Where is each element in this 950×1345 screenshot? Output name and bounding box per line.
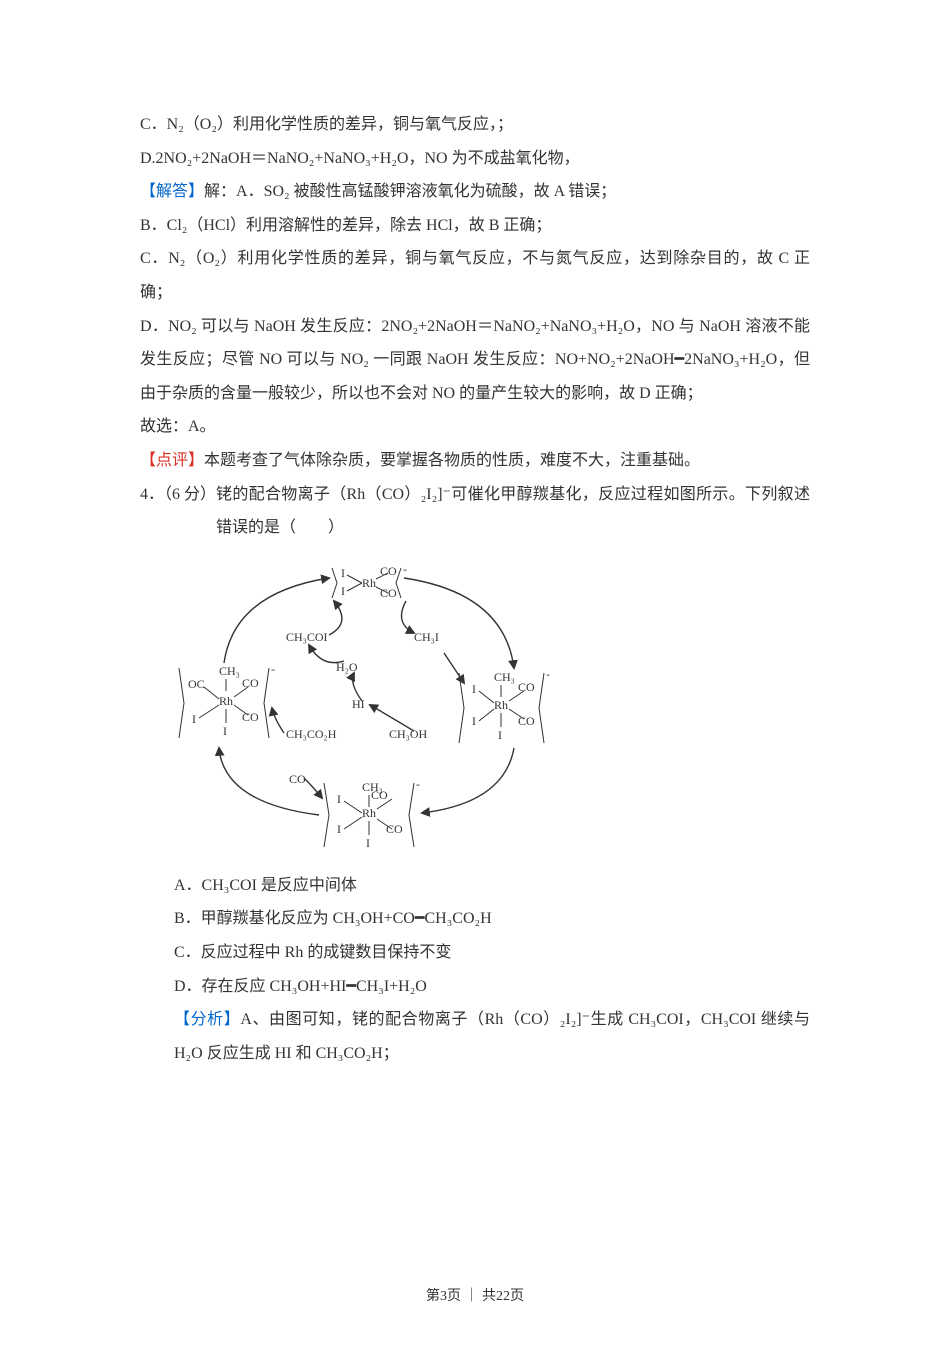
svg-text:Rh: Rh: [494, 698, 508, 712]
dianping-text: 本题考查了气体除杂质，要掌握各物质的性质，难度不大，注重基础。: [204, 452, 700, 469]
page-footer: 第3页 ｜ 共22页: [0, 1285, 950, 1305]
dianping-line: 【点评】本题考查了气体除杂质，要掌握各物质的性质，难度不大，注重基础。: [140, 444, 810, 478]
line-d2: D．NO₂ 可以与 NaOH 发生反应：2NO₂+2NaOH＝NaNO₂+NaN…: [140, 310, 810, 411]
svg-text:CH₃: CH₃: [494, 670, 515, 684]
lbl-co: CO: [289, 772, 306, 786]
svg-text:CO: CO: [242, 676, 259, 690]
svg-text:I: I: [192, 712, 196, 726]
svg-text:Rh: Rh: [219, 694, 233, 708]
svg-text:I: I: [498, 728, 502, 742]
q4-text: 铑的配合物离子（Rh（CO）₂I₂]⁻可催化甲醇羰基化，反应过程如图所示。下列叙…: [216, 478, 810, 545]
question-4: 4．（6 分） 铑的配合物离子（Rh（CO）₂I₂]⁻可催化甲醇羰基化，反应过程…: [140, 478, 810, 545]
lbl-ch3i: CH₃I: [414, 630, 439, 644]
svg-text:CO: CO: [518, 714, 535, 728]
jieda-text: 解：A．SO₂ 被酸性高锰酸钾溶液氧化为硫酸，故 A 错误；: [204, 183, 616, 200]
svg-text:CO: CO: [386, 822, 403, 836]
line-ans: 故选：A。: [140, 410, 810, 444]
svg-text:CO: CO: [380, 586, 397, 600]
svg-text:OC: OC: [188, 677, 205, 691]
line-c: C．N₂（O₂）利用化学性质的差异，铜与氧气反应，；: [140, 108, 810, 142]
line-d: D.2NO₂+2NaOH＝NaNO₂+NaNO₃+H₂O，NO 为不成盐氧化物，: [140, 142, 810, 176]
complex-top: I I Rh CO CO -: [332, 562, 407, 600]
lbl-ch3oh: CH₃OH: [389, 727, 428, 741]
svg-text:I: I: [223, 724, 227, 738]
svg-text:Rh: Rh: [362, 576, 376, 590]
q4-number: 4．（6 分）: [140, 478, 216, 545]
svg-text:I: I: [337, 792, 341, 806]
svg-text:CO: CO: [380, 564, 397, 578]
fenxi-text: A、由图可知，铑的配合物离子（Rh（CO）₂I₂]⁻生成 CH₃COI，CH₃C…: [174, 1011, 810, 1062]
svg-text:CO: CO: [242, 710, 259, 724]
svg-text:CH₃: CH₃: [219, 664, 240, 678]
svg-text:-: -: [416, 777, 420, 791]
svg-text:Rh: Rh: [362, 806, 376, 820]
jieda-tag: 【解答】: [140, 183, 204, 200]
dianping-tag: 【点评】: [140, 452, 204, 469]
svg-text:I: I: [366, 836, 370, 850]
option-b: B．甲醇羰基化反应为 CH₃OH+CO━CH₃CO₂H: [140, 902, 810, 936]
fenxi-tag: 【分析】: [174, 1011, 240, 1028]
line-b2: B．Cl₂（HCl）利用溶解性的差异，除去 HCl，故 B 正确；: [140, 209, 810, 243]
lbl-ch3coi: CH₃COI: [286, 630, 328, 644]
svg-text:-: -: [546, 667, 550, 681]
svg-text:I: I: [472, 714, 476, 728]
lbl-hi: HI: [352, 697, 365, 711]
reaction-diagram: I I Rh CO CO - OC I CH₃ Rh CO CO I - I I…: [140, 553, 810, 853]
complex-bottom: I I CH₃ Rh CO CO I -: [324, 777, 420, 850]
svg-text:I: I: [341, 566, 345, 580]
svg-text:CO: CO: [371, 788, 388, 802]
lbl-co2h: CH₃CO₂H: [286, 727, 337, 741]
svg-text:I: I: [337, 822, 341, 836]
complex-right: I I CH₃ Rh CO CO I -: [459, 667, 550, 743]
complex-left: OC I CH₃ Rh CO CO I -: [179, 662, 275, 738]
option-a: A．CH₃COI 是反应中间体: [140, 869, 810, 903]
svg-text:-: -: [271, 662, 275, 676]
jieda-line: 【解答】解：A．SO₂ 被酸性高锰酸钾溶液氧化为硫酸，故 A 错误；: [140, 175, 810, 209]
svg-text:I: I: [472, 682, 476, 696]
fenxi-line: 【分析】A、由图可知，铑的配合物离子（Rh（CO）₂I₂]⁻生成 CH₃COI，…: [140, 1003, 810, 1070]
option-c: C．反应过程中 Rh 的成键数目保持不变: [140, 936, 810, 970]
svg-text:I: I: [341, 584, 345, 598]
catalytic-cycle-svg: I I Rh CO CO - OC I CH₃ Rh CO CO I - I I…: [174, 553, 554, 853]
svg-text:CO: CO: [518, 680, 535, 694]
option-d: D．存在反应 CH₃OH+HI━CH₃I+H₂O: [140, 970, 810, 1004]
svg-text:-: -: [403, 562, 407, 576]
line-c2: C．N₂（O₂）利用化学性质的差异，铜与氧气反应，不与氮气反应，达到除杂目的，故…: [140, 242, 810, 309]
